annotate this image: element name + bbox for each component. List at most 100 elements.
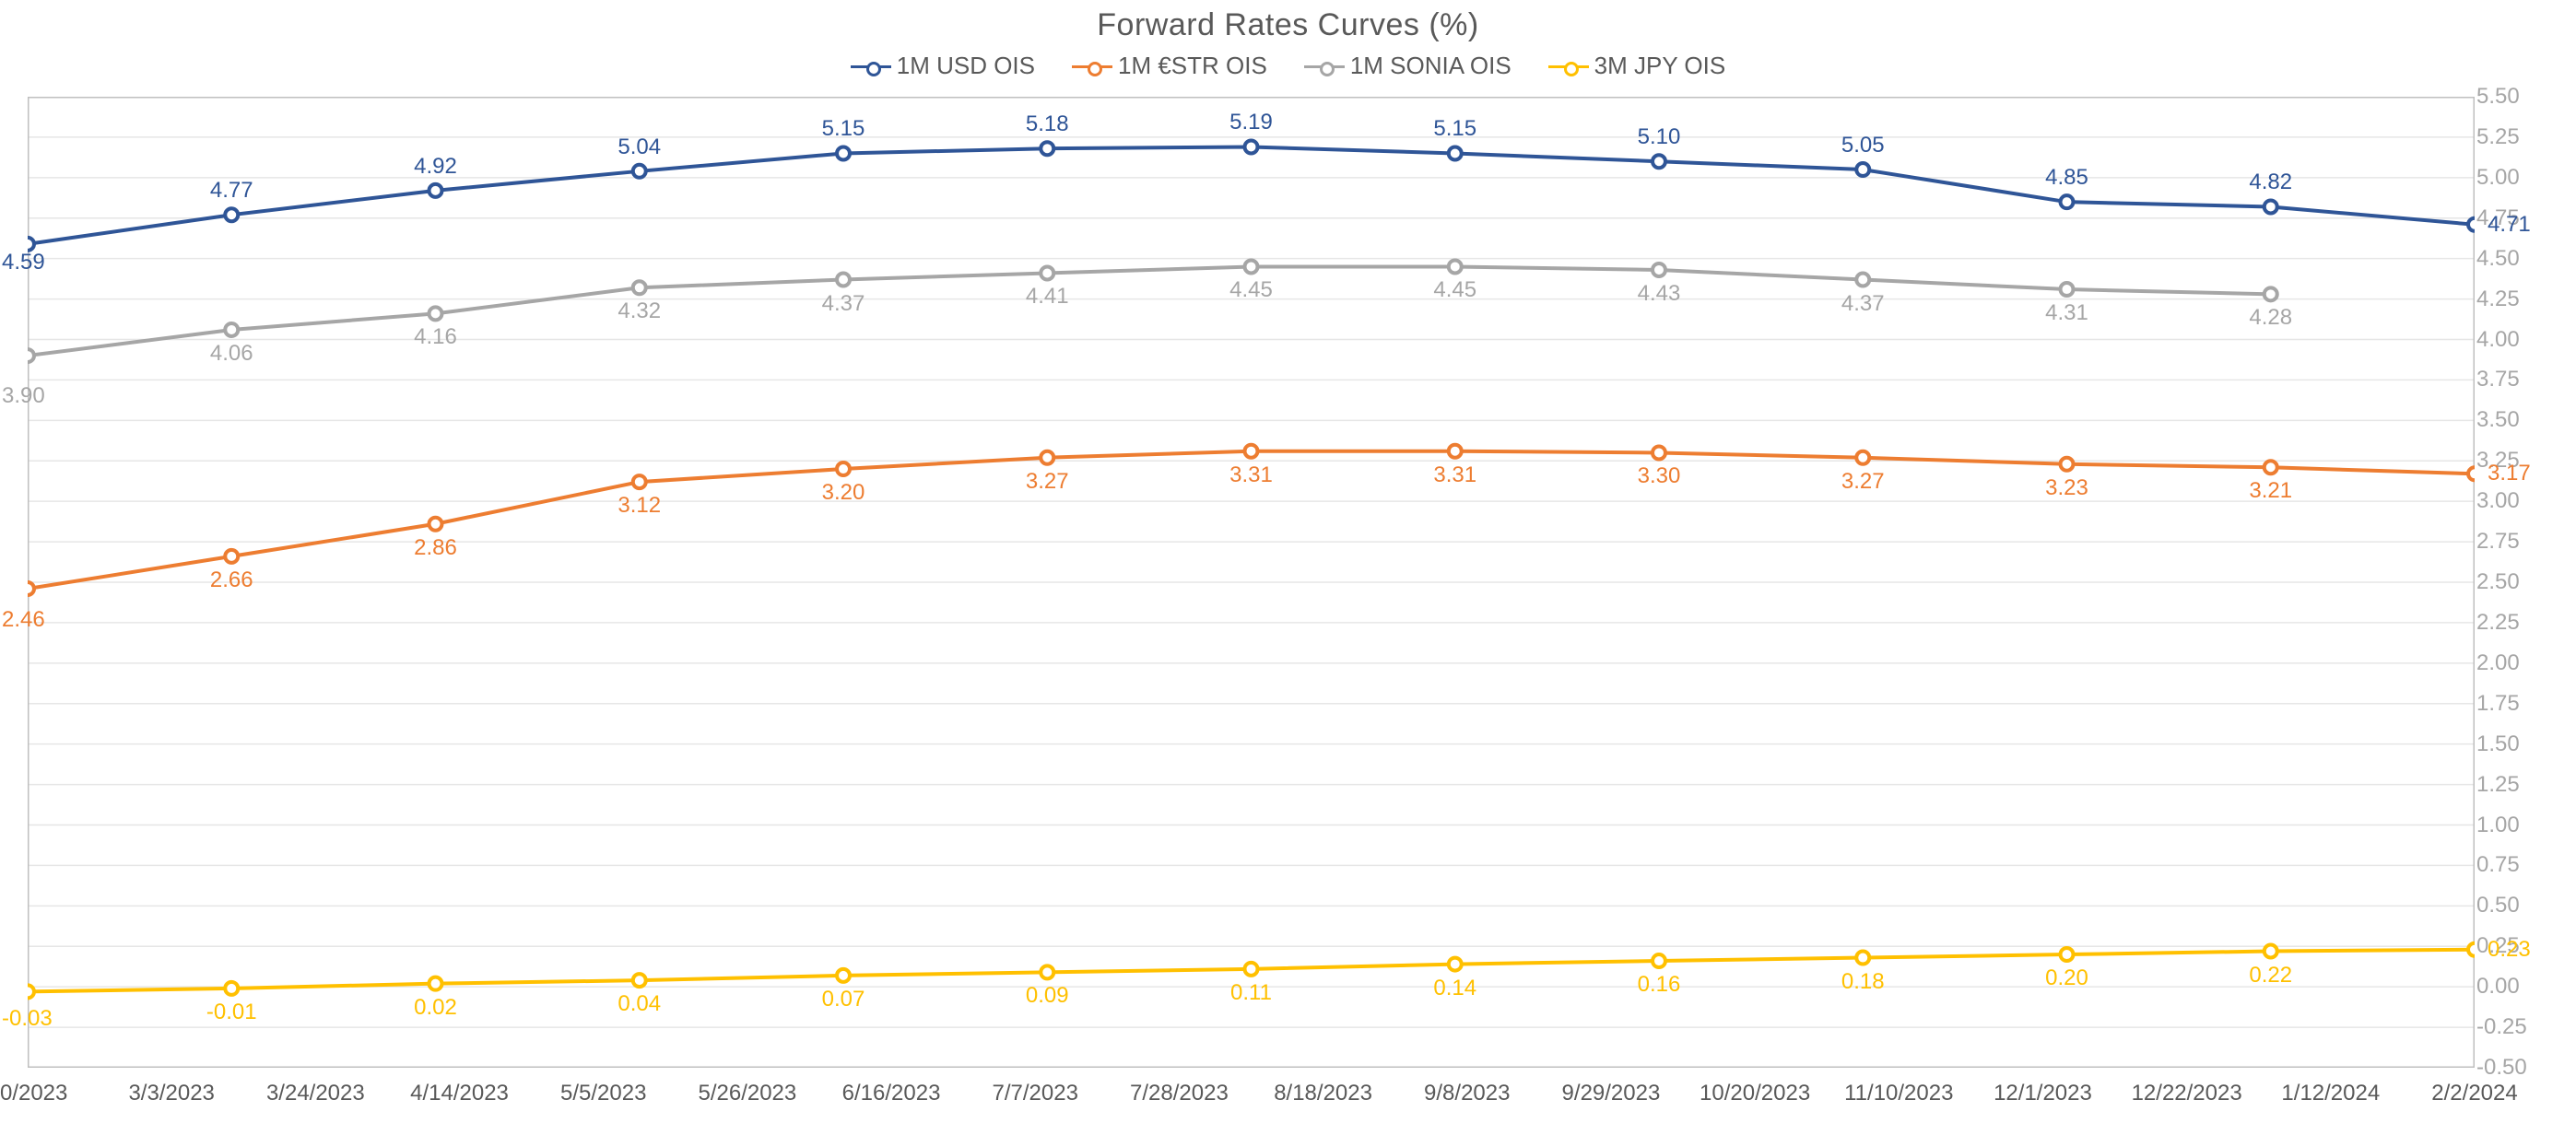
data-label: 4.59 <box>2 250 45 275</box>
legend-swatch <box>1304 60 1345 73</box>
data-label: 0.11 <box>1230 980 1272 1006</box>
legend-item: 1M USD OIS <box>851 52 1035 80</box>
x-tick-label: 6/16/2023 <box>842 1081 941 1106</box>
forward-rates-chart: Forward Rates Curves (%) 1M USD OIS 1M €S… <box>0 0 2576 1123</box>
data-label: 5.15 <box>822 116 865 142</box>
y-tick-label: 0.50 <box>2476 893 2523 918</box>
x-tick-label: 5/26/2023 <box>698 1081 796 1106</box>
data-label: 3.21 <box>2249 478 2292 504</box>
data-label: 4.31 <box>2045 300 2088 326</box>
y-tick-label: 1.50 <box>2476 731 2523 757</box>
data-label: 3.31 <box>1433 462 1476 488</box>
x-tick-label: 10/20/2023 <box>1700 1081 1810 1106</box>
chart-title: Forward Rates Curves (%) <box>0 7 2576 43</box>
y-tick-label: 4.00 <box>2476 327 2523 353</box>
y-tick-label: 3.75 <box>2476 367 2523 392</box>
data-label: 0.07 <box>822 987 865 1012</box>
y-tick-label: 2.50 <box>2476 569 2523 595</box>
y-tick-label: 5.25 <box>2476 124 2523 150</box>
y-tick-label: -0.25 <box>2476 1014 2523 1040</box>
data-label: 4.92 <box>414 154 457 180</box>
y-tick-label: 2.75 <box>2476 529 2523 555</box>
data-label: 4.71 <box>2488 212 2531 238</box>
x-tick-label: 3/3/2023 <box>128 1081 214 1106</box>
data-label: 4.45 <box>1433 277 1476 303</box>
data-label: 3.23 <box>2045 475 2088 501</box>
data-label: 0.20 <box>2045 965 2088 991</box>
data-label: -0.01 <box>206 1000 257 1025</box>
data-label: 4.32 <box>618 298 661 324</box>
x-tick-label: 11/10/2023 <box>1844 1081 1953 1106</box>
y-tick-label: 1.75 <box>2476 691 2523 717</box>
data-label: 5.18 <box>1026 111 1069 137</box>
x-tick-label: 3/24/2023 <box>266 1081 365 1106</box>
data-label: 5.05 <box>1841 133 1885 158</box>
data-label: 0.02 <box>414 995 457 1021</box>
y-tick-label: 3.00 <box>2476 488 2523 514</box>
y-tick-label: -0.50 <box>2476 1055 2523 1081</box>
data-label: 2.66 <box>210 567 253 593</box>
data-label: 0.16 <box>1638 972 1681 998</box>
legend-label: 3M JPY OIS <box>1594 52 1726 80</box>
data-label: 3.27 <box>1841 469 1885 495</box>
legend-label: 1M SONIA OIS <box>1350 52 1511 80</box>
x-tick-label: 10/2023 <box>0 1081 67 1106</box>
y-tick-label: 4.25 <box>2476 287 2523 312</box>
data-label: 2.46 <box>2 607 45 633</box>
x-tick-label: 5/5/2023 <box>560 1081 646 1106</box>
data-label: 4.28 <box>2249 305 2292 331</box>
data-label: 0.23 <box>2488 937 2531 963</box>
data-label: 5.10 <box>1638 124 1681 150</box>
legend-swatch <box>1072 60 1112 73</box>
chart-svg <box>28 97 2475 1068</box>
data-label: 4.77 <box>210 178 253 204</box>
data-label: 3.27 <box>1026 469 1069 495</box>
legend-label: 1M USD OIS <box>897 52 1035 80</box>
x-tick-label: 12/22/2023 <box>2132 1081 2242 1106</box>
data-label: 2.86 <box>414 535 457 561</box>
legend-item: 1M SONIA OIS <box>1304 52 1511 80</box>
y-tick-label: 0.75 <box>2476 852 2523 878</box>
data-label: 4.37 <box>822 291 865 317</box>
data-label: 0.09 <box>1026 983 1069 1009</box>
data-label: 0.22 <box>2249 963 2292 988</box>
data-label: 4.37 <box>1841 291 1885 317</box>
x-tick-label: 12/1/2023 <box>1994 1081 2092 1106</box>
data-label: 4.43 <box>1638 281 1681 307</box>
legend-swatch <box>1548 60 1589 73</box>
data-label: 5.19 <box>1229 110 1273 135</box>
data-label: 3.17 <box>2488 461 2531 486</box>
data-label: 5.15 <box>1433 116 1476 142</box>
x-tick-label: 2/2/2024 <box>2431 1081 2517 1106</box>
x-tick-label: 4/14/2023 <box>410 1081 509 1106</box>
chart-legend: 1M USD OIS 1M €STR OIS 1M SONIA OIS 3M JPY … <box>0 52 2576 80</box>
data-label: 0.14 <box>1433 976 1476 1001</box>
data-label: 3.31 <box>1229 462 1273 488</box>
y-tick-label: 3.50 <box>2476 407 2523 433</box>
data-label: 4.82 <box>2249 170 2292 195</box>
plot-area <box>28 97 2475 1068</box>
legend-swatch <box>851 60 891 73</box>
data-label: -0.03 <box>2 1006 53 1032</box>
data-label: 4.45 <box>1229 277 1273 303</box>
y-tick-label: 5.00 <box>2476 165 2523 191</box>
x-tick-label: 9/8/2023 <box>1424 1081 1510 1106</box>
legend-item: 3M JPY OIS <box>1548 52 1726 80</box>
data-label: 0.18 <box>1841 969 1885 995</box>
x-tick-label: 7/28/2023 <box>1130 1081 1229 1106</box>
legend-item: 1M €STR OIS <box>1072 52 1267 80</box>
y-tick-label: 1.25 <box>2476 772 2523 798</box>
x-tick-label: 8/18/2023 <box>1274 1081 1372 1106</box>
y-tick-label: 1.00 <box>2476 813 2523 838</box>
data-label: 5.04 <box>618 135 661 160</box>
data-label: 4.41 <box>1026 284 1069 310</box>
legend-label: 1M €STR OIS <box>1118 52 1267 80</box>
y-tick-label: 5.50 <box>2476 84 2523 110</box>
data-label: 3.20 <box>822 480 865 506</box>
data-label: 3.12 <box>618 493 661 519</box>
y-tick-label: 4.50 <box>2476 246 2523 272</box>
data-label: 3.30 <box>1638 463 1681 489</box>
x-tick-label: 7/7/2023 <box>993 1081 1078 1106</box>
x-tick-label: 1/12/2024 <box>2281 1081 2380 1106</box>
x-tick-label: 9/29/2023 <box>1562 1081 1661 1106</box>
